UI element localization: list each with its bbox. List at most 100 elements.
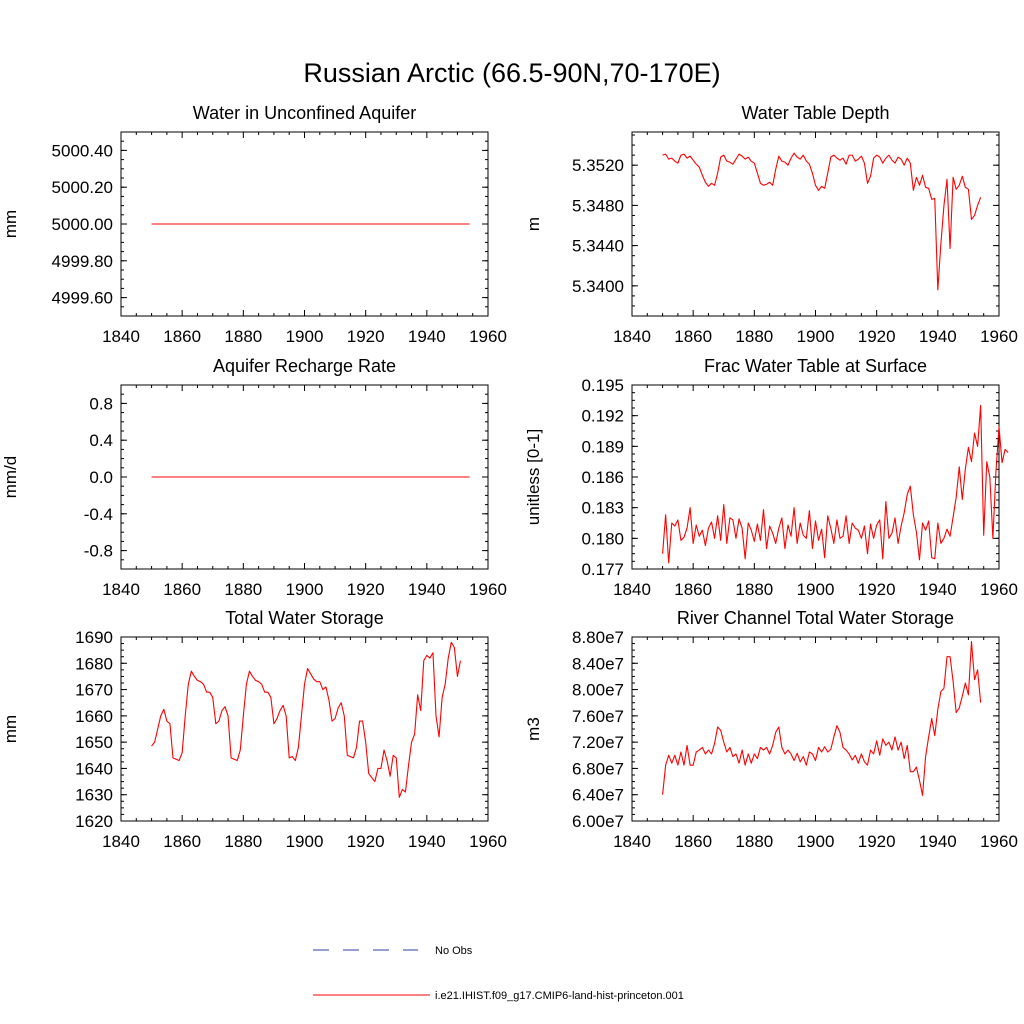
x-tick-label: 1960	[469, 580, 507, 599]
plot-frame	[631, 131, 1000, 317]
y-tick-label: 8.40e7	[572, 654, 624, 673]
y-tick-label: 4999.80	[52, 252, 113, 271]
x-tick-label: 1880	[224, 580, 262, 599]
x-tick-label: 1860	[674, 327, 712, 346]
x-tick-label: 1860	[163, 832, 201, 851]
y-axis-label: m	[524, 217, 543, 231]
y-axis-label: mm	[1, 210, 20, 238]
series-line-frac-water-table-at-surface	[662, 404, 1009, 564]
x-tick-label: 1960	[469, 832, 507, 851]
y-tick-label: 0.4	[89, 431, 113, 450]
y-tick-label: 0.186	[581, 468, 624, 487]
y-tick-label: 5000.40	[52, 141, 113, 160]
y-tick-label: -0.4	[84, 505, 113, 524]
y-tick-label: 7.20e7	[572, 733, 624, 752]
y-tick-label: 5000.20	[52, 178, 113, 197]
x-tick-label: 1940	[408, 580, 446, 599]
panel-aquifer-recharge-rate: Aquifer Recharge Rate mm/d 1840 1860 1880 190…	[1, 356, 507, 599]
y-tick-label: 0.189	[581, 437, 624, 456]
x-tick-label: 1940	[919, 832, 957, 851]
x-tick-label: 1960	[980, 580, 1018, 599]
figure-title: Russian Arctic (66.5-90N,70-170E)	[303, 58, 720, 88]
x-tick-label: 1940	[919, 327, 957, 346]
y-tick-label: 1660	[75, 707, 113, 726]
x-tick-label: 1940	[919, 580, 957, 599]
panel-title: Water Table Depth	[741, 103, 889, 123]
x-tick-label: 1900	[797, 832, 835, 851]
panel-water-table-depth: Water Table Depth m 1840 1860 1880 1900 1920 19…	[524, 103, 1018, 346]
y-tick-label: 6.80e7	[572, 759, 624, 778]
legend-label-no-obs: No Obs	[435, 945, 473, 957]
x-tick-label: 1940	[408, 327, 446, 346]
y-tick-label: 5.3520	[572, 156, 624, 175]
y-tick-label: 1690	[75, 628, 113, 647]
x-tick-label: 1840	[102, 327, 140, 346]
y-tick-label: 5.3400	[572, 277, 624, 296]
x-tick-label: 1860	[674, 832, 712, 851]
y-axis-label: unitless [0-1]	[524, 429, 543, 525]
series-line-water-table-depth	[662, 152, 982, 291]
y-tick-label: 1680	[75, 654, 113, 673]
y-tick-label: 0.183	[581, 499, 624, 518]
x-tick-label: 1840	[102, 580, 140, 599]
x-tick-label: 1840	[102, 832, 140, 851]
x-tick-label: 1900	[286, 580, 324, 599]
x-tick-label: 1900	[797, 327, 835, 346]
series-line-river-channel-total-water-storage	[662, 641, 982, 796]
panel-title: Water in Unconfined Aquifer	[193, 103, 416, 123]
x-tick-label: 1960	[980, 832, 1018, 851]
x-tick-label: 1840	[613, 580, 651, 599]
x-tick-label: 1960	[469, 327, 507, 346]
y-tick-label: 4999.60	[52, 289, 113, 308]
panel-frac-water-table-at-surface: Frac Water Table at Surface unitless [0-1…	[524, 356, 1018, 599]
y-tick-label: 0.195	[581, 376, 624, 395]
x-tick-label: 1900	[286, 327, 324, 346]
x-tick-label: 1880	[224, 832, 262, 851]
x-tick-label: 1920	[858, 580, 896, 599]
y-tick-label: 6.40e7	[572, 786, 624, 805]
y-tick-label: 8.80e7	[572, 628, 624, 647]
y-tick-label: 0.180	[581, 529, 624, 548]
panel-title: Aquifer Recharge Rate	[213, 356, 396, 376]
y-tick-label: 0.177	[581, 560, 624, 579]
y-tick-label: 8.00e7	[572, 681, 624, 700]
x-tick-label: 1880	[735, 580, 773, 599]
y-tick-label: 1630	[75, 786, 113, 805]
plot-frame	[631, 384, 1000, 570]
x-tick-label: 1920	[858, 832, 896, 851]
x-tick-label: 1920	[347, 327, 385, 346]
y-tick-label: 0.192	[581, 407, 624, 426]
y-tick-label: 5.3480	[572, 196, 624, 215]
x-tick-label: 1960	[980, 327, 1018, 346]
y-tick-label: -0.8	[84, 542, 113, 561]
y-tick-label: 7.60e7	[572, 707, 624, 726]
panel-total-water-storage: Total Water Storage mm 1840 1860 1880 1900 192…	[1, 608, 507, 851]
legend: No Obs i.e21.IHIST.f09_g17.CMIP6-land-hi…	[313, 945, 684, 1002]
x-tick-label: 1900	[286, 832, 324, 851]
y-axis-label: mm/d	[1, 456, 20, 499]
y-tick-label: 1670	[75, 681, 113, 700]
y-tick-label: 5.3440	[572, 237, 624, 256]
x-tick-label: 1860	[674, 580, 712, 599]
y-tick-label: 5000.00	[52, 215, 113, 234]
panel-river-channel-total-water-storage: River Channel Total Water Storage m3 1840 1…	[524, 608, 1018, 851]
x-tick-label: 1880	[735, 327, 773, 346]
plot-frame	[631, 636, 1000, 822]
series-line-total-water-storage	[151, 641, 462, 798]
x-tick-label: 1840	[613, 832, 651, 851]
legend-label-model: i.e21.IHIST.f09_g17.CMIP6-land-hist-prin…	[435, 990, 684, 1002]
y-tick-label: 0.8	[89, 394, 113, 413]
y-tick-label: 1620	[75, 812, 113, 831]
panel-water-in-unconfined-aquifer: Water in Unconfined Aquifer mm 1840 1860 188…	[1, 103, 507, 346]
x-tick-label: 1940	[408, 832, 446, 851]
x-tick-label: 1880	[735, 832, 773, 851]
x-tick-label: 1920	[858, 327, 896, 346]
x-tick-label: 1840	[613, 327, 651, 346]
y-tick-label: 6.00e7	[572, 812, 624, 831]
y-axis-label: m3	[524, 717, 543, 741]
plot-frame	[120, 636, 489, 822]
y-tick-label: 0.0	[89, 468, 113, 487]
panel-title: Frac Water Table at Surface	[704, 356, 927, 376]
y-tick-label: 1650	[75, 733, 113, 752]
